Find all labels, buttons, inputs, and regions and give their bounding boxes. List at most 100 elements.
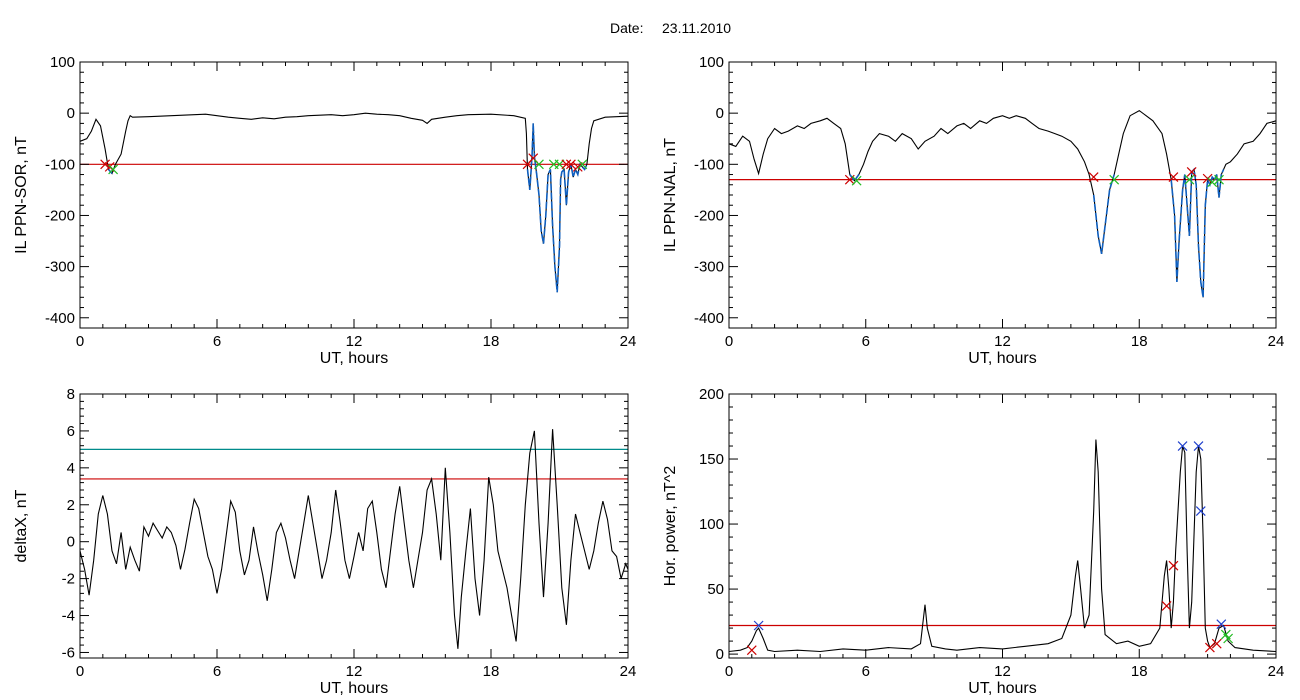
date-value: 23.11.2010 — [662, 20, 731, 36]
substorm-segment-2 — [1092, 174, 1115, 254]
plot-frame — [728, 61, 1277, 329]
substorm-segment-3 — [1170, 167, 1225, 298]
x-tick-label: 6 — [213, 663, 221, 680]
y-tick-label: -300 — [694, 259, 724, 276]
x-tick-label: 18 — [483, 333, 500, 350]
event-marker-8 — [554, 159, 565, 170]
x-axis-label: UT, hours — [320, 680, 388, 697]
event-marker-10 — [565, 159, 576, 170]
event-marker-8 — [1202, 173, 1213, 184]
x-tick-label: 6 — [862, 663, 870, 680]
y-tick-label: 0 — [67, 105, 75, 122]
event-marker-2 — [851, 175, 862, 186]
y-tick-label: 0 — [67, 534, 75, 551]
y-tick-label: -400 — [694, 310, 724, 327]
y-tick-label: -400 — [45, 310, 75, 327]
y-tick-label: 150 — [699, 451, 724, 468]
y-axis-label: Hor. power, nT^2 — [662, 466, 679, 587]
event-marker-1 — [100, 159, 111, 170]
x-tick-label: 6 — [862, 333, 870, 350]
y-tick-label: -6 — [62, 644, 75, 661]
x-tick-label: 0 — [76, 663, 84, 680]
y-tick-label: 100 — [699, 516, 724, 533]
y-tick-label: 8 — [67, 386, 75, 403]
y-tick-label: -200 — [694, 207, 724, 224]
event-marker-6 — [1186, 167, 1197, 177]
y-tick-label: -300 — [45, 259, 75, 276]
event-marker-9 — [561, 159, 572, 170]
event-marker-4 — [1168, 560, 1179, 571]
y-tick-label: 0 — [716, 646, 724, 663]
event-marker-10 — [1214, 174, 1224, 185]
event-marker-6 — [1193, 441, 1204, 451]
y-tick-label: 0 — [716, 105, 724, 122]
y-tick-label: -4 — [62, 608, 75, 625]
data-series-line — [79, 112, 629, 293]
plot-frame — [79, 61, 629, 329]
event-marker-7 — [1195, 506, 1206, 516]
data-series-line — [728, 439, 1277, 653]
x-axis-label: UT, hours — [968, 680, 1036, 697]
chart-panel-2: 0 6 12 18 24 -400 -300 -200 -100 0 100 UT, hours IL … — [662, 54, 1284, 367]
x-tick-label: 12 — [994, 333, 1011, 350]
event-marker-9 — [1211, 638, 1222, 649]
event-marker-9 — [1207, 177, 1218, 188]
event-marker-5 — [1177, 441, 1188, 451]
event-marker-10 — [1216, 619, 1227, 630]
event-marker-5 — [1168, 172, 1179, 183]
substorm-segment-1 — [849, 174, 860, 183]
y-tick-label: 2 — [67, 497, 75, 514]
event-marker-7 — [1184, 174, 1195, 185]
x-tick-label: 12 — [994, 663, 1011, 680]
event-marker-3 — [108, 164, 119, 175]
x-tick-label: 24 — [620, 333, 637, 350]
y-tick-label: -200 — [45, 207, 75, 224]
date-label: Date: — [610, 20, 643, 36]
x-tick-label: 0 — [76, 333, 84, 350]
substorm-segment-2 — [526, 123, 588, 293]
y-tick-label: 4 — [67, 460, 75, 477]
y-tick-label: 100 — [699, 54, 724, 71]
event-marker-12 — [1223, 633, 1234, 644]
x-axis-label: UT, hours — [320, 350, 388, 367]
event-marker-8 — [1204, 642, 1215, 653]
x-tick-label: 18 — [1131, 333, 1148, 350]
x-tick-label: 0 — [725, 663, 733, 680]
x-tick-label: 18 — [1131, 663, 1148, 680]
x-tick-label: 0 — [725, 333, 733, 350]
event-marker-1 — [746, 645, 757, 656]
plot-frame — [79, 393, 629, 659]
x-tick-label: 24 — [1268, 333, 1285, 350]
event-marker-2 — [753, 620, 764, 631]
chart-panel-4: 0 6 12 18 24 0 50 100 150 200 UT, hours Hor. power,… — [662, 386, 1284, 697]
y-axis-label: deltaX, nT — [13, 489, 30, 562]
x-tick-label: 24 — [620, 663, 637, 680]
y-axis-label: IL PPN-SOR, nT — [13, 136, 30, 254]
event-marker-3 — [1161, 601, 1172, 611]
x-tick-label: 12 — [346, 663, 363, 680]
x-axis-label: UT, hours — [968, 350, 1036, 367]
data-series-line — [79, 429, 629, 649]
y-tick-label: 6 — [67, 423, 75, 440]
y-tick-label: 200 — [699, 386, 724, 403]
y-tick-label: 100 — [50, 54, 75, 71]
event-marker-12 — [577, 159, 588, 170]
chart-panel-1: 0 6 12 18 24 -400 -300 -200 -100 0 100 UT, hours IL … — [13, 54, 636, 367]
x-tick-label: 12 — [346, 333, 363, 350]
event-marker-4 — [1109, 174, 1120, 185]
event-marker-11 — [572, 161, 583, 172]
y-tick-label: -100 — [694, 156, 724, 173]
x-tick-label: 6 — [213, 333, 221, 350]
event-marker-6 — [534, 159, 544, 170]
y-tick-label: -100 — [45, 156, 75, 173]
data-series-line — [728, 109, 1277, 298]
y-axis-label: IL PPN-NAL, nT — [662, 138, 679, 252]
event-marker-3 — [1088, 172, 1099, 183]
x-tick-label: 18 — [483, 663, 500, 680]
y-tick-label: -2 — [62, 571, 75, 588]
x-tick-label: 24 — [1268, 663, 1285, 680]
y-tick-label: 50 — [707, 581, 724, 598]
